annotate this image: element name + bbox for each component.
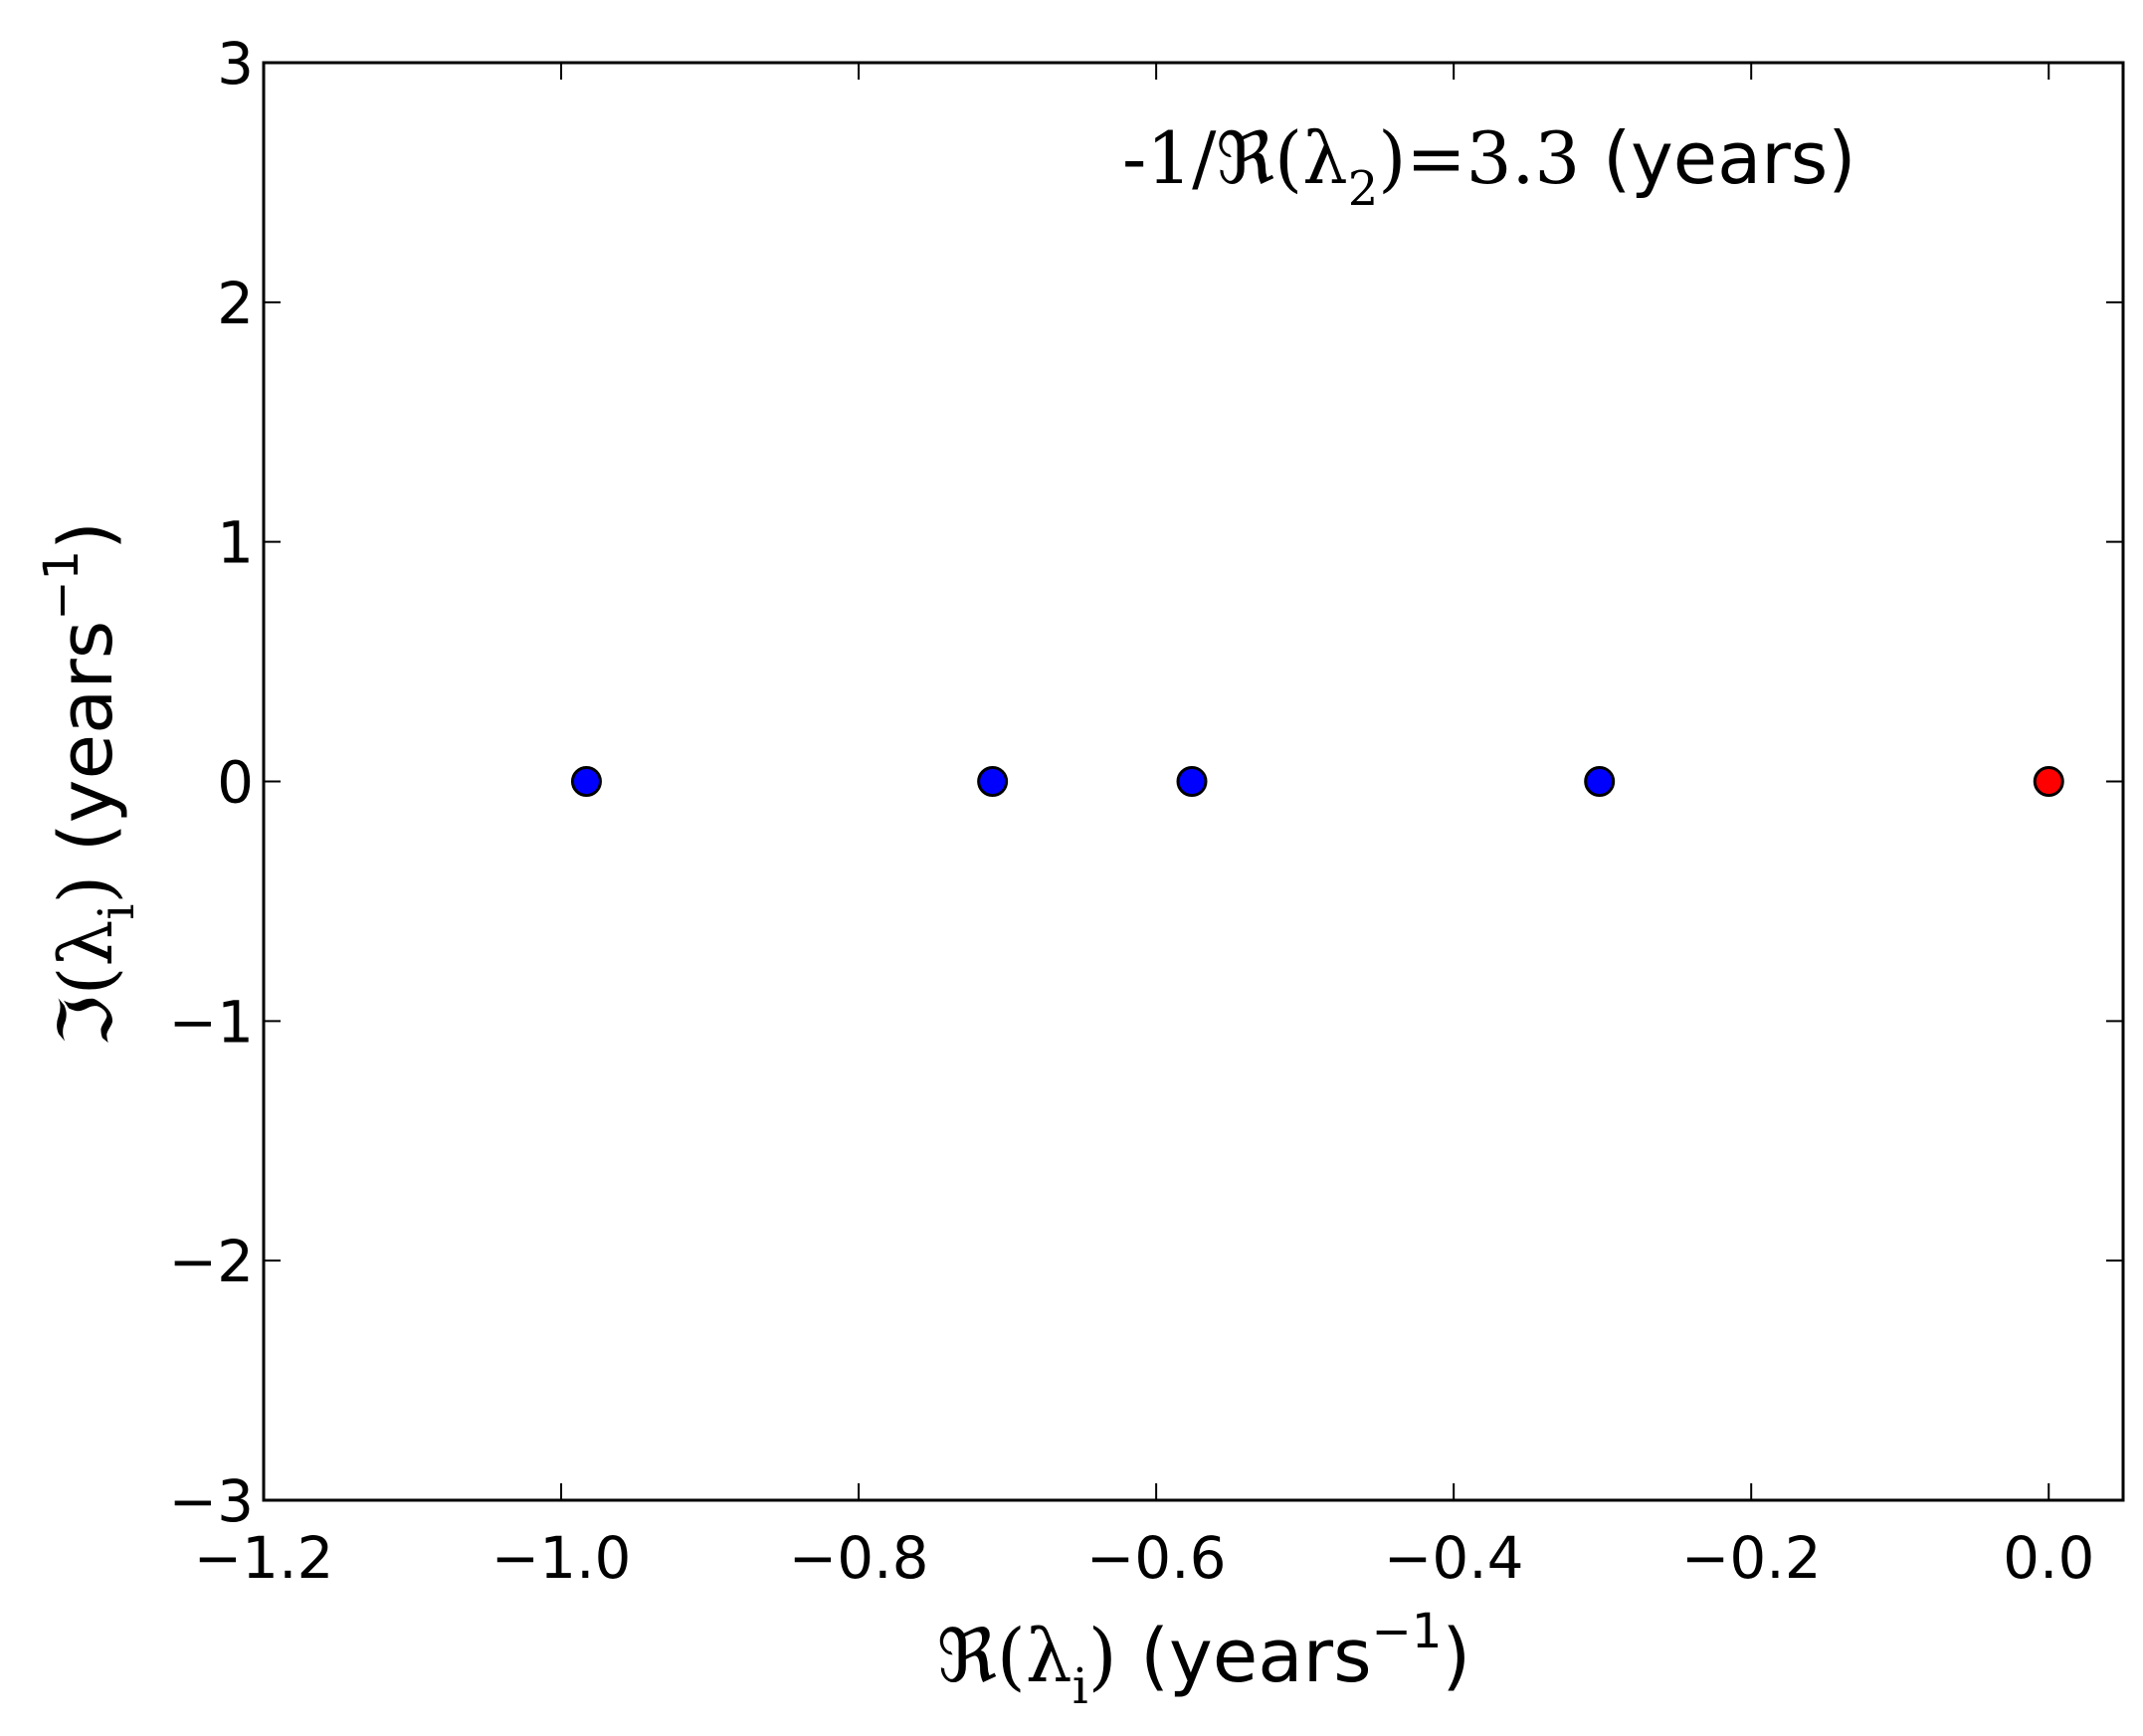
y-axis-label: ℑ(λi) (years−1) [34,521,145,1047]
x-tick-label: 0.0 [2003,1524,2094,1592]
x-tick-label: −0.8 [789,1524,929,1592]
y-tick-label: −2 [169,1228,255,1295]
data-point [570,766,602,797]
y-tick-label: 1 [217,509,254,577]
data-point [1176,766,1208,797]
x-tick-label: −1.2 [194,1524,334,1592]
x-tick-label: −0.2 [1681,1524,1822,1592]
data-point [2033,766,2064,797]
y-tick-label: −3 [169,1467,255,1535]
y-tick-label: 2 [217,270,254,337]
x-axis-ticks: −1.2 −1.0 −0.8 −0.6 −0.4 −0.2 0.0 [194,63,2094,1592]
y-tick-label: 0 [217,749,254,817]
x-tick-label: −0.4 [1384,1524,1524,1592]
data-point [1584,766,1616,797]
plot-frame [262,61,2125,1502]
relaxation-time-annotation: -1/ℜ(λ2)=3.3 (years) [1122,116,1855,217]
y-tick-label: −1 [169,988,255,1056]
data-points [570,766,2064,797]
y-axis-ticks: −3 −2 −1 0 1 2 3 [169,30,2123,1535]
y-tick-label: 3 [217,30,254,97]
x-tick-label: −0.6 [1086,1524,1227,1592]
x-axis-label: ℜ(λi) (years−1) [937,1604,1471,1715]
x-tick-label: −1.0 [491,1524,632,1592]
data-point [977,766,1009,797]
